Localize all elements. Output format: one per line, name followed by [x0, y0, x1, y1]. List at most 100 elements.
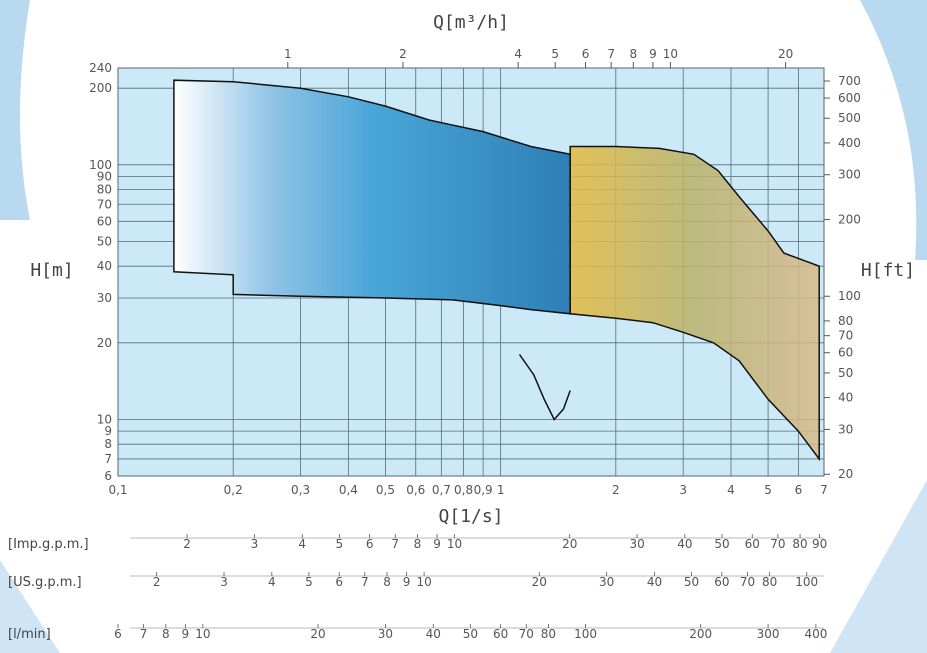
- x-tick-label: 5: [764, 483, 772, 497]
- extra-scale-tick-label: 50: [714, 537, 729, 551]
- x-tick-label: 3: [679, 483, 687, 497]
- x-tick-label: 0,4: [339, 483, 358, 497]
- right-tick-label: 20: [838, 467, 853, 481]
- extra-scale-tick-label: 60: [493, 627, 508, 641]
- right-tick-label: 80: [838, 314, 853, 328]
- x-tick-label: 0,5: [376, 483, 395, 497]
- top-tick-label: 6: [582, 47, 590, 61]
- extra-scale-tick-label: 30: [629, 537, 644, 551]
- series-area: [173, 79, 571, 315]
- x-axis-label-top: Q[m³/h]: [433, 12, 509, 33]
- extra-scale-unit-label: [US.g.p.m.]: [8, 575, 82, 590]
- series-notch-curve: [518, 354, 571, 421]
- series-layer: [173, 79, 820, 462]
- extra-scale-unit-label: [l/min]: [8, 627, 51, 642]
- extra-scale-tick-label: 7: [140, 627, 148, 641]
- extra-scale-tick-label: 80: [792, 537, 807, 551]
- top-tick-label: 20: [778, 47, 793, 61]
- extra-scale-tick-label: 9: [403, 575, 411, 589]
- extra-scale-tick-label: 70: [770, 537, 785, 551]
- right-tick-label: 70: [838, 329, 853, 343]
- right-tick-label: 30: [838, 422, 853, 436]
- extra-scale-tick-label: 70: [519, 627, 534, 641]
- extra-scale-tick-label: 6: [366, 537, 374, 551]
- extra-scale-tick-label: 5: [336, 537, 344, 551]
- top-tick-label: 8: [630, 47, 638, 61]
- extra-scale-tick-label: 200: [689, 627, 712, 641]
- x-tick-label: 0,7: [432, 483, 451, 497]
- extra-scale-tick-label: 80: [762, 575, 777, 589]
- top-tick-label: 5: [551, 47, 559, 61]
- extra-scale-tick-label: 60: [714, 575, 729, 589]
- extra-scale-tick-label: 400: [804, 627, 827, 641]
- y-tick-label: 90: [97, 169, 112, 183]
- y-tick-label: 10: [97, 413, 112, 427]
- x-axis-label-bottom: Q[1/s]: [438, 506, 503, 527]
- extra-scale-tick-label: 10: [416, 575, 431, 589]
- extra-scale-tick-label: 30: [378, 627, 393, 641]
- top-ticks: 1 2 4 5 6 7 8 9 10 20: [284, 47, 793, 68]
- extra-scale-tick-label: 90: [812, 537, 827, 551]
- y-tick-label: 30: [97, 291, 112, 305]
- top-tick-label: 4: [514, 47, 522, 61]
- y-tick-label: 80: [97, 183, 112, 197]
- extra-scale-tick-label: 9: [433, 537, 441, 551]
- extra-scale-tick-label: 100: [795, 575, 818, 589]
- right-tick-label: 200: [838, 213, 861, 227]
- x-tick-label: 0,9: [474, 483, 493, 497]
- y-axis-label-right: H[ft]: [861, 260, 915, 281]
- x-tick-label: 0,8: [454, 483, 473, 497]
- y-tick-label: 50: [97, 234, 112, 248]
- extra-scale-tick-label: 4: [268, 575, 276, 589]
- extra-scale-tick-label: 3: [220, 575, 228, 589]
- right-tick-label: 100: [838, 289, 861, 303]
- extra-scale-tick-label: 300: [757, 627, 780, 641]
- extra-scale-tick-label: 5: [305, 575, 313, 589]
- x-tick-label: 0,6: [406, 483, 425, 497]
- extra-scale-tick-label: 7: [361, 575, 369, 589]
- y-tick-label: 7: [104, 452, 112, 466]
- extra-scale-tick-label: 8: [383, 575, 391, 589]
- y-tick-label: 60: [97, 214, 112, 228]
- right-tick-label: 700: [838, 74, 861, 88]
- x-tick-label: 0,3: [291, 483, 310, 497]
- y-tick-label: 100: [89, 158, 112, 172]
- y-tick-label: 8: [104, 437, 112, 451]
- extra-scale-tick-label: 4: [298, 537, 306, 551]
- top-tick-label: 9: [649, 47, 657, 61]
- extra-scale-tick-label: 100: [574, 627, 597, 641]
- extra-scale-tick-label: 20: [532, 575, 547, 589]
- extra-scale-tick-label: 8: [162, 627, 170, 641]
- bg-arc-right: [860, 0, 927, 260]
- extra-scale-tick-label: 3: [251, 537, 259, 551]
- x-tick-label: 2: [612, 483, 620, 497]
- right-tick-label: 60: [838, 346, 853, 360]
- extra-scale-tick-label: 7: [391, 537, 399, 551]
- top-tick-label: 7: [607, 47, 615, 61]
- x-tick-label: 4: [727, 483, 735, 497]
- y-tick-label: 9: [104, 424, 112, 438]
- top-tick-label: 10: [663, 47, 678, 61]
- extra-scale-tick-label: 6: [335, 575, 343, 589]
- extra-scale-tick-label: 30: [599, 575, 614, 589]
- extra-scales: [Imp.g.p.m.] 2 3 4 5 6 7 8 9 10 20 30 40 50 60 70 80 90[U…: [8, 534, 827, 642]
- extra-scale-tick-label: 60: [745, 537, 760, 551]
- extra-scale-tick-label: 10: [195, 627, 210, 641]
- x-tick-label: 0,1: [108, 483, 127, 497]
- extra-scale-tick-label: 50: [463, 627, 478, 641]
- right-tick-label: 40: [838, 391, 853, 405]
- x-tick-label: 0,2: [224, 483, 243, 497]
- extra-scale-tick-label: 8: [414, 537, 422, 551]
- x-tick-label: 1: [497, 483, 505, 497]
- x-tick-label: 6: [795, 483, 803, 497]
- y-tick-label: 200: [89, 81, 112, 95]
- y-tick-label: 40: [97, 259, 112, 273]
- y-tick-label: 6: [104, 469, 112, 483]
- bg-arc-left-bottom: [0, 560, 60, 653]
- right-tick-label: 500: [838, 111, 861, 125]
- right-tick-label: 400: [838, 136, 861, 150]
- right-tick-label: 50: [838, 366, 853, 380]
- bg-arc-left: [0, 0, 30, 220]
- series-area: [569, 145, 820, 462]
- extra-scale-unit-label: [Imp.g.p.m.]: [8, 537, 89, 552]
